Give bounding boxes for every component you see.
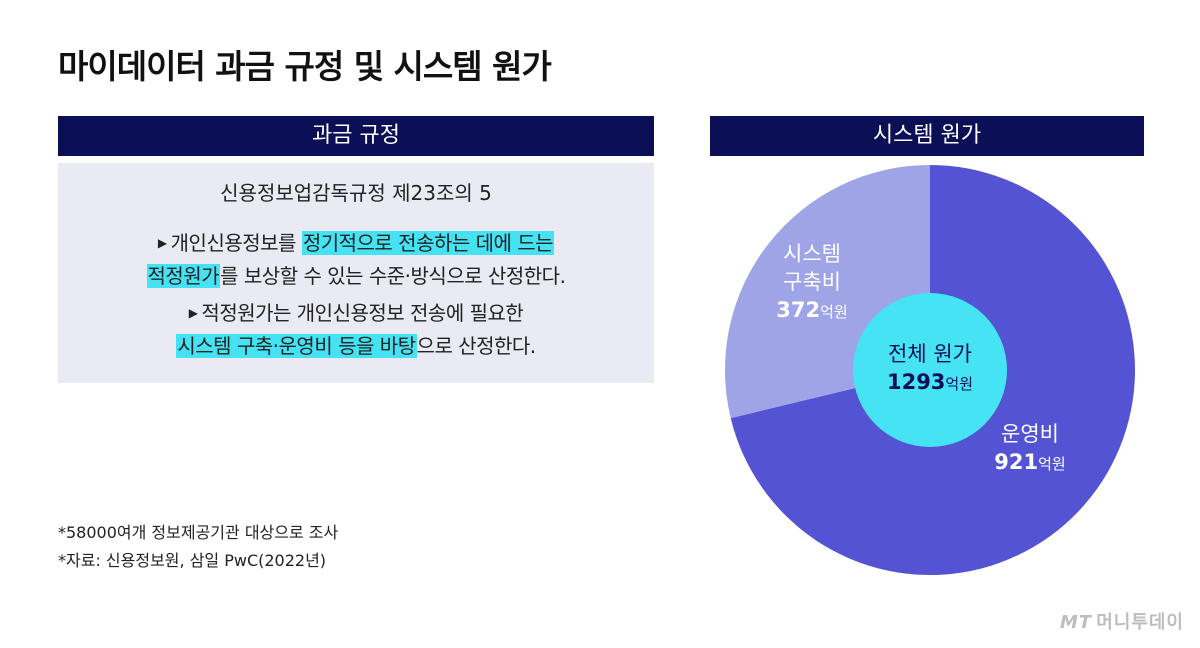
- slice-unit: 억원: [820, 303, 848, 321]
- footnote-source: *자료: 신용정보원, 삼일 PwC(2022년): [58, 551, 327, 570]
- billing-rules-box: 신용정보업감독규정 제23조의 5 ▶ 개인신용정보를 정기적으로 전송하는 데에…: [58, 163, 654, 383]
- total-label: 전체 원가: [888, 342, 972, 366]
- p2-text-b: 으로 산정한다.: [416, 334, 537, 358]
- slice-label-line2: 구축비: [783, 270, 841, 294]
- brand-name: 머니투데이: [1096, 612, 1184, 633]
- pie-center-label: 전체 원가 1293억원: [850, 340, 1010, 398]
- label-system-build-cost: 시스템 구축비 372억원: [762, 240, 862, 326]
- p1-highlight-2: 적정원가: [146, 264, 221, 288]
- page-title: 마이데이터 과금 규정 및 시스템 원가: [58, 47, 552, 86]
- p1-text-b: 를 보상할 수 있는 수준·방식으로 산정한다.: [220, 264, 566, 288]
- system-cost-header: 시스템 원가: [710, 116, 1144, 156]
- rule-title: 신용정보업감독규정 제23조의 5: [220, 181, 492, 205]
- slice-value: 372: [776, 298, 821, 322]
- cost-pie-chart: [725, 165, 1135, 575]
- p2-text-a: 적정원가는 개인신용정보 전송에 필요한: [201, 301, 524, 325]
- p1-text-a: 개인신용정보를: [170, 231, 302, 255]
- footnote-survey: *58000여개 정보제공기관 대상으로 조사: [58, 523, 339, 542]
- brand-logo: MT 머니투데이: [1060, 608, 1184, 634]
- triangle-bullet-icon: ▶: [157, 236, 167, 250]
- footnotes: *58000여개 정보제공기관 대상으로 조사 *자료: 신용정보원, 삼일 P…: [58, 519, 338, 575]
- p2-highlight: 시스템 구축·운영비 등을 바탕: [176, 334, 417, 358]
- total-value: 1293: [886, 370, 946, 394]
- slice-value: 921: [994, 450, 1039, 474]
- slice-unit: 억원: [1038, 455, 1066, 473]
- slice-label-line1: 시스템: [783, 242, 841, 266]
- label-operating-cost: 운영비 921억원: [975, 420, 1085, 478]
- rule-paragraph-1: ▶ 개인신용정보를 정기적으로 전송하는 데에 드는 적정원가를 보상할 수 있는…: [58, 227, 654, 293]
- p1-highlight-1: 정기적으로 전송하는 데에 드는: [301, 231, 555, 255]
- triangle-bullet-icon: ▶: [188, 306, 198, 320]
- billing-rules-header: 과금 규정: [58, 116, 654, 156]
- rule-paragraph-2: ▶ 적정원가는 개인신용정보 전송에 필요한 시스템 구축·운영비 등을 바탕으로…: [58, 297, 654, 363]
- total-unit: 억원: [945, 375, 974, 393]
- pie-center-circle: [853, 293, 1007, 447]
- slice-label-line1: 운영비: [1001, 422, 1059, 446]
- brand-mt: MT: [1059, 612, 1093, 633]
